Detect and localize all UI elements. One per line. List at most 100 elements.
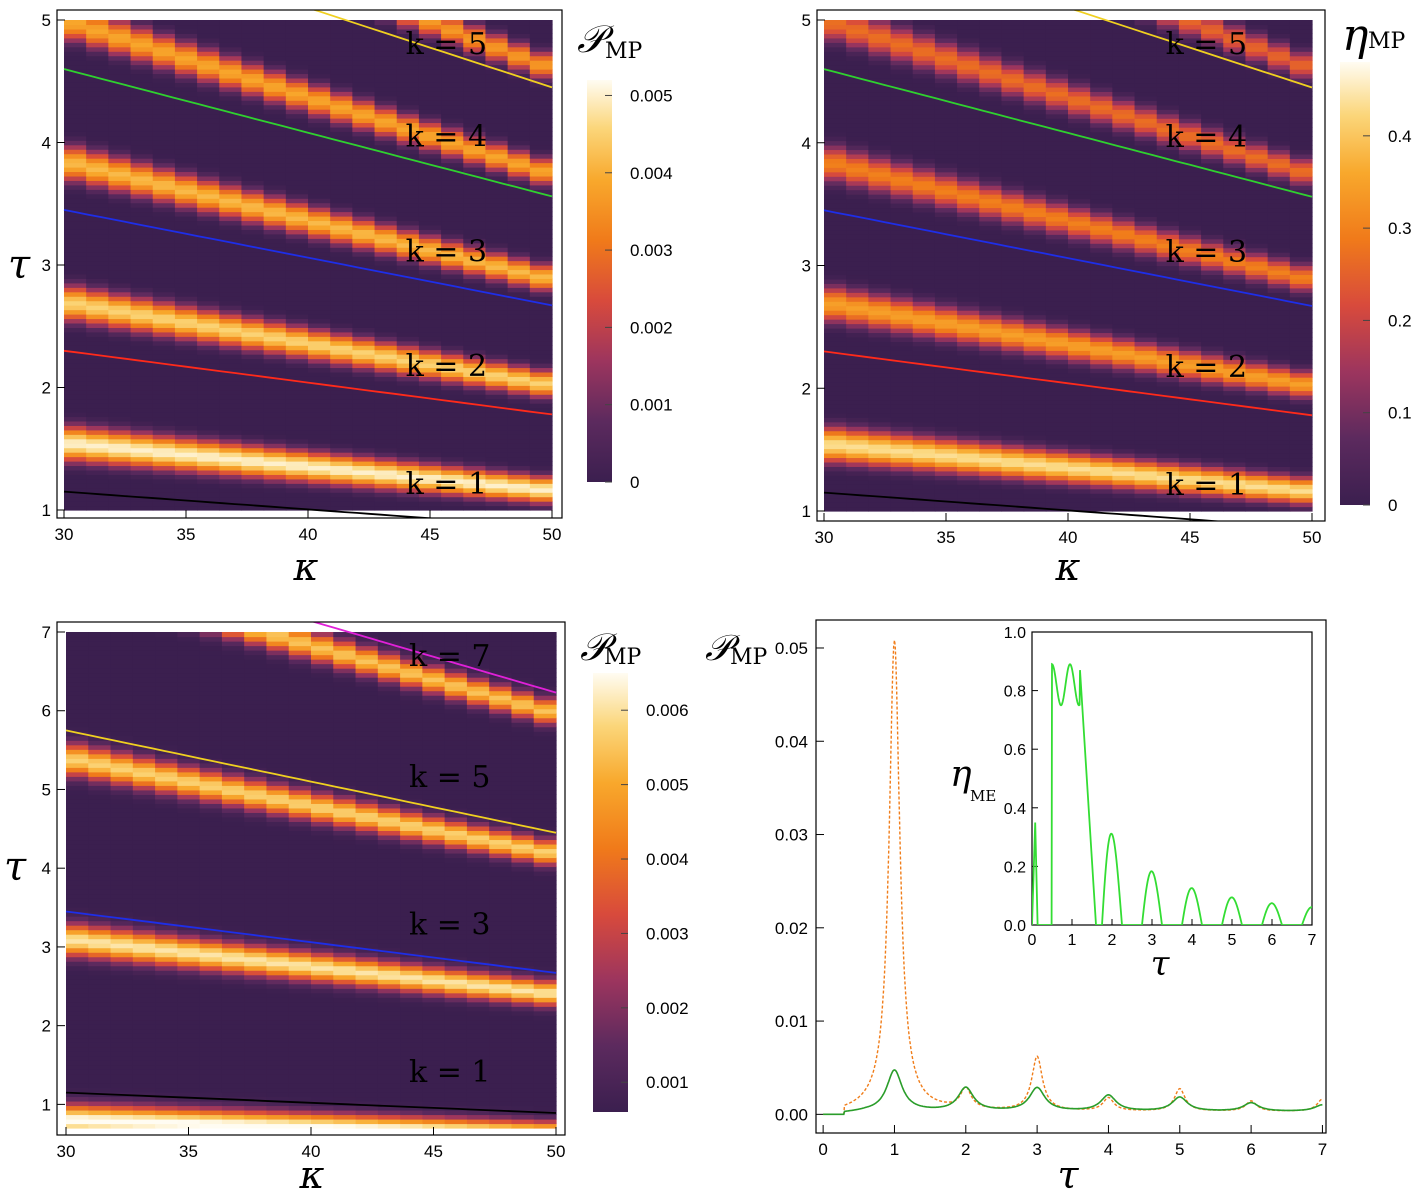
heatmap-cell <box>130 412 154 418</box>
heatmap-cell <box>1223 439 1247 445</box>
heatmap-cell <box>1068 448 1091 454</box>
heatmap-cell <box>418 318 442 324</box>
heatmap-cell <box>1134 283 1158 289</box>
heatmap-cell <box>1223 426 1247 432</box>
heatmap-cell <box>330 238 353 244</box>
heatmap-cell <box>352 469 376 475</box>
heatmap-cell <box>263 420 287 426</box>
heatmap-cell <box>1112 448 1136 454</box>
heatmap-cell <box>979 301 1003 307</box>
heatmap-cell <box>1068 256 1091 262</box>
heatmap-cell <box>1045 104 1069 110</box>
heatmap-cell <box>1134 162 1158 168</box>
heatmap-cell <box>396 104 420 110</box>
heatmap-cell <box>507 300 531 306</box>
heatmap-cell <box>957 332 980 338</box>
heatmap-cell <box>890 341 914 347</box>
heatmap-cell <box>352 438 376 444</box>
heatmap-cell <box>979 363 1003 369</box>
heatmap-cell <box>890 435 914 441</box>
heatmap-cell <box>441 429 464 435</box>
heatmap-cell <box>1023 104 1047 110</box>
heatmap-cell <box>1245 265 1269 271</box>
heatmap-cell <box>352 73 376 79</box>
heatmap-cell <box>174 367 198 373</box>
heatmap-cell <box>1178 305 1202 311</box>
heatmap-cell <box>912 394 936 401</box>
heatmap-cell <box>86 354 109 360</box>
heatmap-cell <box>197 456 220 462</box>
heatmap-cell <box>1023 234 1047 240</box>
heatmap-cell <box>1134 506 1158 512</box>
heatmap-cell <box>263 438 287 444</box>
heatmap-cell <box>1223 301 1247 307</box>
heatmap-cell <box>130 300 154 306</box>
heatmap-cell <box>219 496 243 502</box>
heatmap-cell <box>1068 171 1091 177</box>
heatmap-cell <box>441 469 464 475</box>
heatmap-cell <box>1156 466 1180 472</box>
heatmap-cell <box>979 457 1003 463</box>
heatmap-cell <box>1178 95 1202 101</box>
heatmap-cell <box>1267 24 1291 30</box>
heatmap-cell <box>507 349 531 355</box>
heatmap-cell <box>64 153 87 159</box>
heatmap-cell <box>263 175 287 181</box>
heatmap-cell <box>1245 305 1269 311</box>
heatmap-cell <box>824 452 847 459</box>
heatmap-cell <box>1178 198 1202 204</box>
heatmap-cell <box>1201 488 1224 494</box>
heatmap-cell <box>868 180 892 186</box>
heatmap-cell <box>108 42 132 48</box>
panel-b: k = 1k = 2k = 3k = 4k = 5 30 35 40 45 501234… <box>802 9 1412 589</box>
heatmap-cell <box>485 394 509 400</box>
heatmap-cell <box>64 376 87 382</box>
heatmap-cell <box>130 171 154 177</box>
heatmap-cell <box>463 407 487 413</box>
heatmap-cell <box>330 327 353 333</box>
heatmap-cell <box>1112 46 1136 52</box>
heatmap-cell <box>263 55 287 61</box>
heatmap-cell <box>934 225 958 231</box>
heatmap-cell <box>308 429 331 435</box>
heatmap-cell <box>979 162 1003 168</box>
heatmap-cell <box>1245 42 1269 48</box>
heatmap-cell <box>912 162 936 168</box>
heatmap-cell <box>1245 122 1269 128</box>
heatmap-cell <box>1068 345 1091 351</box>
heatmap-cell <box>441 367 464 373</box>
heatmap-cell <box>418 64 442 70</box>
heatmap-cell <box>308 501 331 507</box>
heatmap-cell <box>1178 211 1202 217</box>
heatmap-cell <box>1289 247 1313 253</box>
heatmap-cell <box>1289 198 1313 204</box>
heatmap-cell <box>507 314 531 320</box>
heatmap-cell <box>1001 390 1025 396</box>
heatmap-cell <box>219 282 243 288</box>
heatmap-cell <box>130 51 154 57</box>
heatmap-cell <box>197 149 220 155</box>
heatmap-cell <box>1001 122 1025 128</box>
heatmap-cell <box>1223 310 1247 316</box>
heatmap-cell <box>66 1028 89 1034</box>
heatmap-cell <box>418 20 442 26</box>
heatmap-cell <box>197 340 220 346</box>
heatmap-cell <box>890 95 914 101</box>
heatmap-cell <box>912 274 936 280</box>
heatmap-cell <box>241 416 265 422</box>
heatmap-cell <box>263 184 287 190</box>
heatmap-cell <box>485 42 509 48</box>
heatmap-cell <box>174 273 198 279</box>
heatmap-cell <box>396 229 420 235</box>
heatmap-cell <box>241 474 265 480</box>
heatmap-cell <box>352 394 376 400</box>
heatmap-cell <box>418 126 442 132</box>
heatmap-cell <box>308 425 331 431</box>
heatmap-cell <box>86 345 109 351</box>
heatmap-cell <box>1068 229 1091 235</box>
heatmap-cell <box>529 358 553 364</box>
heatmap-cell <box>979 461 1003 467</box>
heatmap-cell <box>1090 229 1113 235</box>
heatmap-cell <box>529 149 553 155</box>
heatmap-cell <box>1267 430 1291 436</box>
